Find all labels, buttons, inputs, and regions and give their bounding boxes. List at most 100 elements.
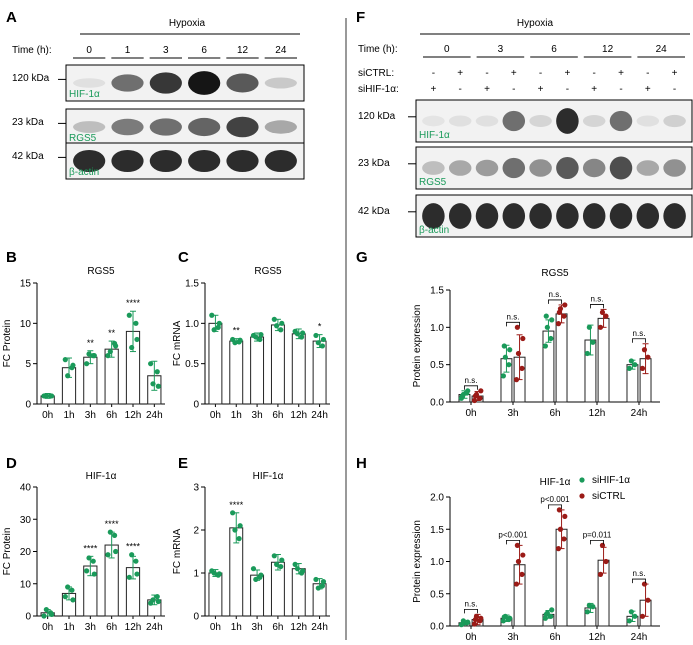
y-tick-label: 10 — [20, 579, 32, 590]
data-point — [129, 552, 135, 558]
blot-kda-label: 42 kDa — [358, 206, 390, 217]
data-point — [49, 611, 55, 617]
blot-band — [663, 114, 686, 128]
chart-title: HIF-1α — [86, 471, 117, 482]
y-axis-label: FC mRNA — [172, 320, 183, 366]
data-point — [134, 571, 140, 577]
blot-band — [609, 110, 633, 132]
y-tick-label: 1 — [193, 569, 199, 580]
x-tick-label: 3h — [252, 622, 263, 633]
panel-label-d: D — [6, 455, 17, 472]
data-point — [320, 579, 327, 585]
sig-label: **** — [229, 500, 244, 510]
x-tick-label: 0h — [210, 410, 221, 421]
sihif-sign: - — [673, 84, 676, 95]
bar — [291, 568, 306, 617]
blot-band — [609, 203, 633, 229]
data-point — [155, 383, 161, 389]
y-tick-label: 30 — [20, 515, 32, 526]
data-point — [472, 393, 478, 399]
blot-band — [636, 160, 660, 176]
sig-label: n.s. — [507, 312, 520, 321]
blot-kda-label: 23 kDa — [12, 117, 44, 128]
sictrl-sign: + — [511, 68, 517, 79]
data-point — [313, 576, 319, 583]
data-point — [133, 558, 139, 564]
blot-band — [226, 149, 259, 173]
data-point — [111, 532, 118, 538]
data-point — [459, 621, 465, 627]
y-tick-label: 0.5 — [430, 589, 444, 600]
y-tick-label: 0.0 — [430, 398, 444, 409]
x-tick-label: 24h — [311, 622, 328, 633]
blot-band — [448, 160, 472, 176]
data-point — [507, 347, 513, 353]
blot-band — [556, 108, 579, 134]
data-point — [641, 581, 648, 587]
data-point — [84, 568, 90, 574]
y-axis-label: Protein expression — [412, 520, 423, 603]
y-tick-label: 0.0 — [430, 622, 444, 633]
x-tick-label: 24h — [631, 408, 648, 419]
data-point — [154, 369, 160, 375]
blot-protein-label: RGS5 — [69, 133, 97, 144]
x-tick-label: 3h — [252, 410, 263, 421]
data-point — [506, 362, 512, 368]
blot-band — [502, 157, 526, 179]
sihif-sign: - — [512, 84, 515, 95]
blot-band — [422, 115, 445, 127]
sihif-sign: + — [430, 84, 436, 95]
x-tick-label: 12h — [589, 632, 606, 643]
x-tick-label: 24h — [146, 410, 163, 421]
blot-band — [502, 110, 526, 132]
x-tick-label: 12h — [290, 622, 307, 633]
blot-band — [448, 203, 472, 229]
panel-label-c: C — [178, 249, 189, 266]
sig-label: p<0.001 — [540, 495, 570, 504]
sig-label: ** — [233, 326, 241, 336]
data-point — [258, 572, 264, 578]
data-point — [586, 602, 592, 608]
data-point — [113, 343, 119, 349]
data-point — [519, 571, 525, 578]
blot-protein-label: HIF-1α — [419, 130, 450, 141]
data-point — [313, 332, 319, 339]
panel-label-b: B — [6, 249, 17, 266]
blot-band — [636, 203, 660, 229]
data-point — [459, 393, 465, 399]
data-point — [507, 615, 513, 621]
blot-band — [582, 115, 606, 127]
legend-label: siHIF-1α — [592, 475, 630, 486]
y-tick-label: 1.5 — [430, 525, 444, 536]
data-point — [514, 542, 520, 548]
data-point — [43, 606, 49, 613]
sihif-sign: - — [566, 84, 569, 95]
x-tick-label: 1h — [63, 622, 74, 633]
legend-swatch — [579, 493, 585, 499]
x-tick-label: 12h — [290, 410, 307, 421]
x-tick-label: 12h — [125, 622, 142, 633]
blot-f-title: Hypoxia — [517, 18, 554, 29]
data-point — [557, 526, 564, 532]
y-tick-label: 0 — [193, 400, 199, 411]
data-point — [69, 587, 75, 593]
data-point — [86, 351, 92, 357]
sictrl-sign: + — [618, 68, 624, 79]
blot-band — [188, 149, 221, 173]
y-axis-label: FC mRNA — [172, 528, 183, 574]
y-tick-label: 2 — [193, 526, 199, 537]
legend-label: siCTRL — [592, 491, 626, 502]
data-point — [279, 320, 285, 326]
sig-bracket — [632, 338, 646, 343]
chart-h: HIF-1α 0.0 0.5 1.0 1.5 2.0 Protein expression 0… — [412, 475, 660, 643]
data-point — [232, 527, 238, 533]
blot-strip — [65, 64, 305, 102]
chart-title: HIF-1α — [540, 477, 571, 488]
chart-title: HIF-1α — [253, 471, 284, 482]
bar — [229, 340, 244, 405]
blot-protein-label: RGS5 — [419, 177, 447, 188]
data-point — [603, 313, 609, 319]
sig-label: **** — [105, 519, 120, 529]
x-tick-label: 12h — [589, 408, 606, 419]
data-point — [513, 377, 520, 383]
